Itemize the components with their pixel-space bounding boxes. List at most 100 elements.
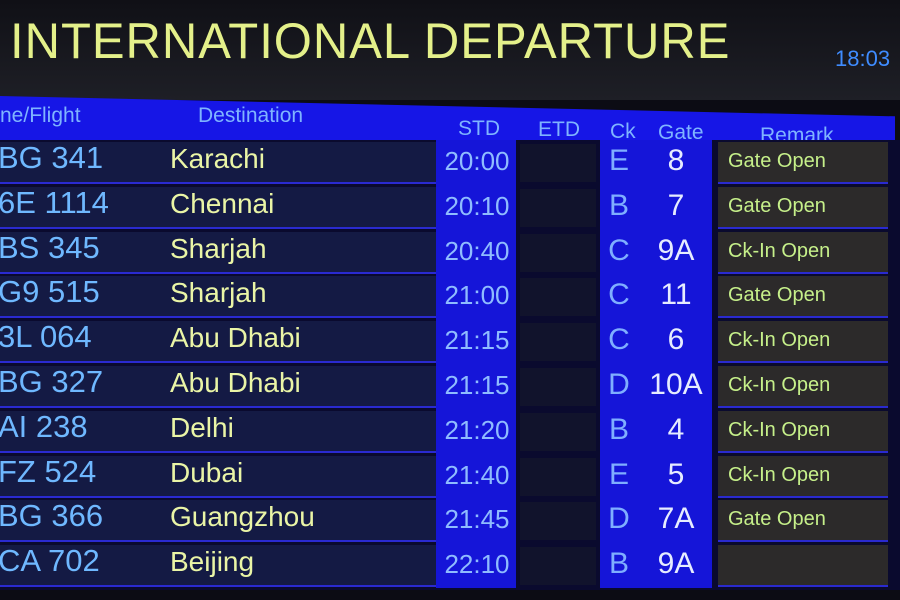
row-background xyxy=(0,455,436,498)
table-row: AI 238 Delhi 21:20 B 4 Ck-In Open xyxy=(0,409,900,453)
remark-cell: Ck-In Open xyxy=(718,455,888,498)
checkin-counter: C xyxy=(608,278,630,312)
header-etd: ETD xyxy=(538,118,580,141)
std-time: 21:15 xyxy=(444,325,510,356)
remark-cell: Gate Open xyxy=(718,500,888,543)
header-gate: Gate xyxy=(658,121,704,144)
flight-number: BS 345 xyxy=(0,229,100,265)
checkin-counter: D xyxy=(608,502,630,536)
std-time: 21:45 xyxy=(444,504,510,535)
remark-text: Gate Open xyxy=(728,150,826,172)
checkin-counter: E xyxy=(608,457,629,491)
table-row: BG 341 Karachi 20:00 E 8 Gate Open xyxy=(0,140,900,184)
flight-number: 6E 1114 xyxy=(0,184,109,220)
std-time: 21:15 xyxy=(444,370,510,400)
etd-time xyxy=(520,323,596,362)
table-row: FZ 524 Dubai 21:40 E 5 Ck-In Open xyxy=(0,454,900,498)
row-background xyxy=(0,410,436,453)
gate: 8 xyxy=(667,144,685,177)
row-background xyxy=(0,186,436,229)
gate: 9A xyxy=(657,547,695,581)
destination: Karachi xyxy=(170,143,265,174)
checkin-counter: E xyxy=(608,144,629,177)
etd-time xyxy=(520,368,596,406)
row-background xyxy=(0,231,436,274)
remark-text: Gate Open xyxy=(728,194,826,217)
gate: 4 xyxy=(667,412,685,446)
etd-time xyxy=(520,502,596,541)
remark-text: Gate Open xyxy=(728,508,826,531)
std-column xyxy=(436,140,516,588)
gate: 7 xyxy=(667,188,685,222)
ck-gate-column xyxy=(600,140,712,588)
remark-cell: Gate Open xyxy=(718,142,888,184)
flight-number: BG 341 xyxy=(0,140,104,175)
header-std: STD xyxy=(458,117,500,140)
etd-time xyxy=(520,278,596,317)
std-time: 21:40 xyxy=(444,459,510,490)
remark-cell: Ck-In Open xyxy=(718,366,888,408)
checkin-counter: C xyxy=(608,323,630,357)
header-flight: ne/Flight xyxy=(0,104,81,127)
gate: 11 xyxy=(660,278,692,312)
checkin-counter: D xyxy=(608,368,630,401)
row-background xyxy=(0,142,436,184)
row-background xyxy=(0,321,436,364)
table-row: G9 515 Sharjah 21:00 C 11 Gate Open xyxy=(0,274,900,319)
remark-text: Ck-In Open xyxy=(728,374,831,396)
remark-cell xyxy=(718,545,888,588)
remark-text: Ck-In Open xyxy=(728,418,831,441)
remark-text: Gate Open xyxy=(728,284,826,307)
remark-text: Ck-In Open xyxy=(728,329,831,352)
destination: Sharjah xyxy=(170,232,267,264)
destination: Beijing xyxy=(170,546,255,578)
remark-cell: Gate Open xyxy=(718,276,888,319)
flight-number: AI 238 xyxy=(0,408,88,444)
table-row: 3L 064 Abu Dhabi 21:15 C 6 Ck-In Open xyxy=(0,319,900,364)
remark-cell: Ck-In Open xyxy=(718,231,888,274)
etd-time xyxy=(520,188,596,227)
destination: Abu Dhabi xyxy=(170,322,301,354)
header-ck: Ck xyxy=(610,120,636,143)
std-time: 21:00 xyxy=(444,280,510,311)
destination: Guangzhou xyxy=(170,501,315,533)
table-row: BS 345 Sharjah 20:40 C 9A Ck-In Open xyxy=(0,230,900,274)
table-row: 6E 1114 Chennai 20:10 B 7 Gate Open xyxy=(0,185,900,229)
flight-number: FZ 524 xyxy=(0,453,97,489)
row-background xyxy=(0,366,436,408)
etd-time xyxy=(520,412,596,451)
remark-cell: Gate Open xyxy=(718,186,888,229)
std-time: 22:10 xyxy=(444,549,510,580)
destination: Chennai xyxy=(170,187,275,219)
row-background xyxy=(0,545,436,588)
etd-time xyxy=(520,233,596,272)
checkin-counter: C xyxy=(608,233,630,267)
table-row: BG 366 Guangzhou 21:45 D 7A Gate Open xyxy=(0,498,900,543)
gate: 9A xyxy=(657,233,695,267)
gate: 6 xyxy=(667,323,685,357)
flight-number: CA 702 xyxy=(0,543,100,579)
row-background xyxy=(0,276,436,319)
std-time: 20:40 xyxy=(444,235,510,266)
checkin-counter: B xyxy=(608,188,629,222)
std-time: 20:10 xyxy=(444,190,510,221)
header-destination: Destination xyxy=(198,104,304,127)
table-row: BG 327 Abu Dhabi 21:15 D 10A Ck-In Open xyxy=(0,364,900,408)
flight-number: G9 515 xyxy=(0,274,100,310)
etd-time xyxy=(520,547,596,586)
std-time: 21:20 xyxy=(444,414,510,445)
etd-time xyxy=(520,144,596,182)
remark-text: Ck-In Open xyxy=(728,239,831,262)
gate: 7A xyxy=(657,502,695,536)
remark-cell: Ck-In Open xyxy=(718,321,888,364)
flight-number: BG 366 xyxy=(0,498,104,534)
flight-number: BG 327 xyxy=(0,364,104,399)
destination: Sharjah xyxy=(170,277,267,309)
table-row: CA 702 Beijing 22:10 B 9A xyxy=(0,543,900,588)
destination: Abu Dhabi xyxy=(170,367,301,398)
remark-cell: Ck-In Open xyxy=(718,410,888,453)
title-bar: INTERNATIONAL DEPARTURE 18:03 xyxy=(0,0,900,100)
checkin-counter: B xyxy=(608,547,629,581)
std-time: 20:00 xyxy=(444,146,510,176)
destination: Dubai xyxy=(170,456,244,488)
